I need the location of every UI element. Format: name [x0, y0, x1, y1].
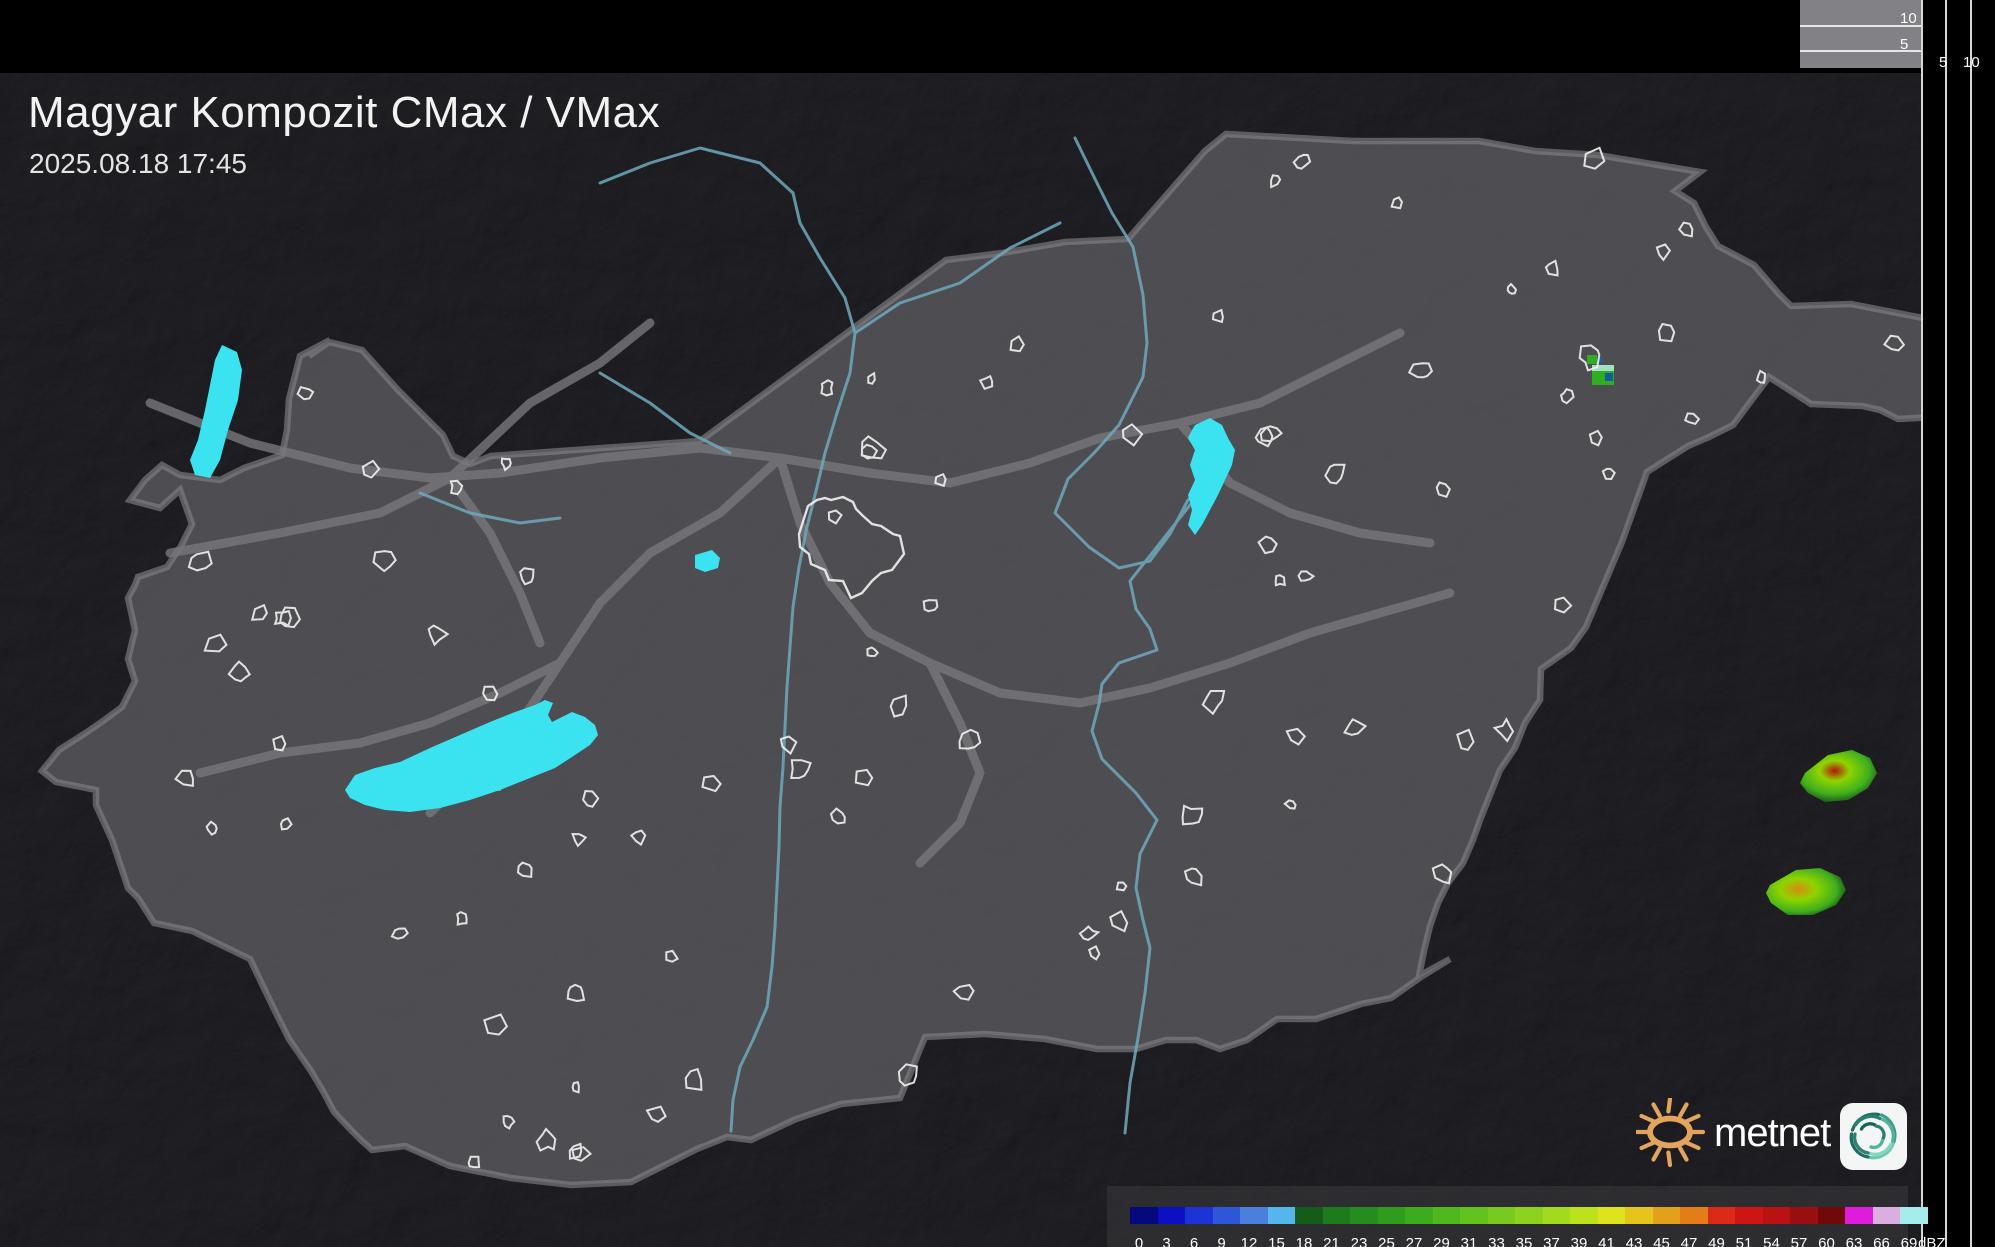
svg-text:metnet: metnet: [1714, 1111, 1831, 1155]
